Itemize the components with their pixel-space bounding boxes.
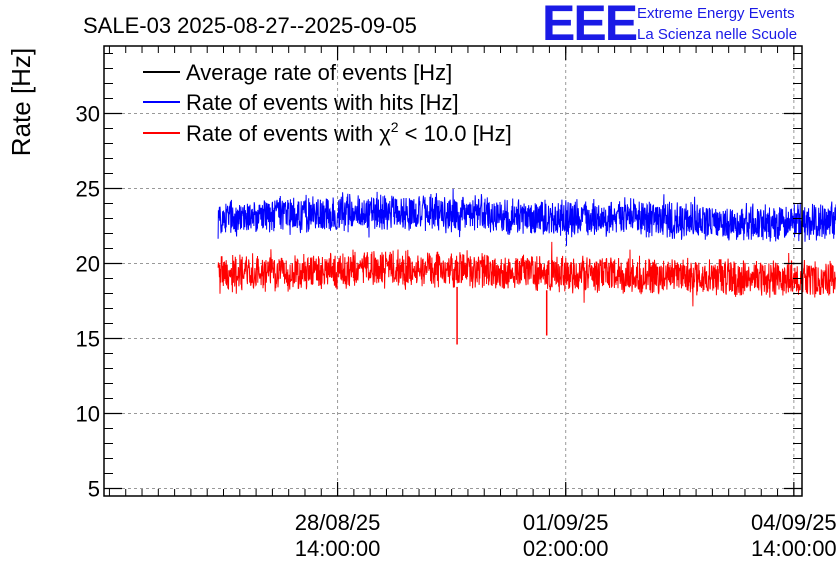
eee-logo: EEE Extreme Energy Events La Scienza nel… <box>542 0 797 51</box>
legend-chi2-suffix: < 10.0 [Hz] <box>399 121 512 146</box>
x-tick-label-date: 01/09/25 <box>523 510 609 535</box>
chart-title: SALE-03 2025-08-27--2025-09-05 <box>83 13 417 38</box>
y-tick-label: 5 <box>88 477 100 502</box>
plot-frame <box>103 45 803 497</box>
series-line-2 <box>217 241 836 307</box>
legend: Average rate of events [Hz] Rate of even… <box>143 60 512 146</box>
x-tick-label-date: 28/08/25 <box>295 510 381 535</box>
eee-logo-mark: EEE <box>542 0 637 51</box>
series-line-1 <box>217 188 836 246</box>
eee-logo-line1: Extreme Energy Events <box>637 5 795 22</box>
eee-logo-line2: La Scienza nelle Scuole <box>637 26 797 43</box>
y-tick-label: 20 <box>76 252 100 277</box>
legend-chi2-sup: 2 <box>391 119 399 135</box>
axis-ticks: 5101520253028/08/2514:00:0001/09/2502:00… <box>76 46 836 561</box>
y-tick-label: 15 <box>76 327 100 352</box>
x-tick-label-date: 04/09/25 <box>751 510 836 535</box>
x-tick-label-time: 14:00:00 <box>295 536 381 561</box>
y-tick-label: 10 <box>76 402 100 427</box>
y-tick-label: 30 <box>76 102 100 127</box>
y-tick-label: 25 <box>76 177 100 202</box>
legend-entry-chi2: Rate of events with χ2 < 10.0 [Hz] <box>186 119 512 146</box>
y-axis-label: Rate [Hz] <box>6 48 36 156</box>
x-tick-label-time: 02:00:00 <box>523 536 609 561</box>
x-tick-label-time: 14:00:00 <box>751 536 836 561</box>
legend-entry-hits: Rate of events with hits [Hz] <box>186 90 459 115</box>
legend-chi2-prefix: Rate of events with χ <box>186 121 391 146</box>
series-layer <box>217 188 836 345</box>
legend-entry-avg: Average rate of events [Hz] <box>186 60 452 85</box>
